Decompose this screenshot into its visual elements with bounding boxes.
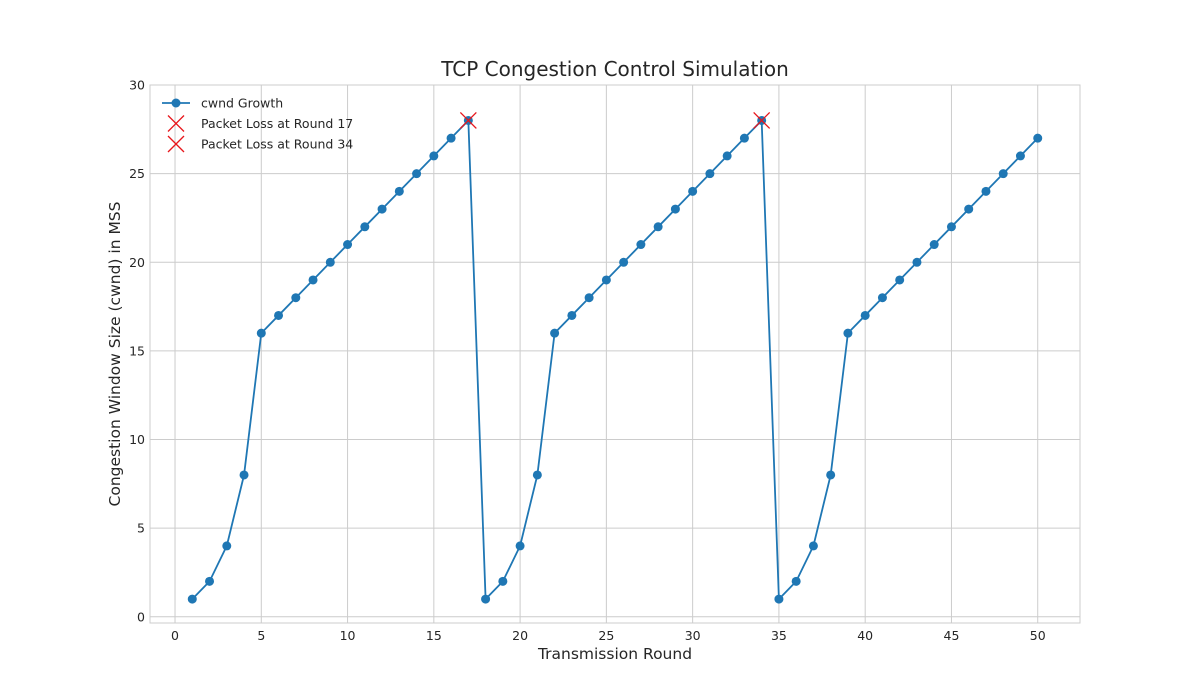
x-tick-label: 45 [944,628,960,643]
legend-label: cwnd Growth [201,96,283,111]
y-tick-label: 15 [129,343,145,358]
data-point [550,328,560,338]
x-tick-label: 50 [1030,628,1046,643]
data-point [981,186,991,196]
data-point [895,275,905,285]
packet-loss-marker [753,111,771,129]
data-point [739,133,749,143]
data-point [429,151,439,161]
data-point [636,240,646,250]
legend-label: Packet Loss at Round 34 [201,137,353,152]
data-point [860,310,870,320]
data-point [274,310,284,320]
legend-label: Packet Loss at Round 17 [201,116,353,131]
data-point [567,310,577,320]
data-point [205,576,215,586]
data-point [619,257,629,267]
y-tick-label: 0 [137,609,145,624]
y-tick-label: 30 [129,78,145,93]
y-tick-label: 5 [137,521,145,536]
data-point [584,293,594,303]
x-tick-label: 10 [340,628,356,643]
packet-loss-marker [459,111,477,129]
data-point [394,186,404,196]
data-point [791,576,801,586]
data-point [498,576,508,586]
data-point [412,169,422,179]
data-point [843,328,853,338]
data-point [722,151,732,161]
y-tick-label: 10 [129,432,145,447]
y-tick-label: 20 [129,255,145,270]
data-point [446,133,456,143]
x-tick-label: 35 [771,628,787,643]
series-line [191,119,1039,600]
data-point [308,275,318,285]
data-point [670,204,680,214]
data-point [481,594,491,604]
data-point [325,257,335,267]
data-point [360,222,370,232]
data-point [808,541,818,551]
data-point [222,541,232,551]
series-layer [187,115,1043,604]
data-point [688,186,698,196]
data-point [239,470,249,480]
data-point [1015,151,1025,161]
data-point [826,470,836,480]
y-axis-label: Congestion Window Size (cwnd) in MSS [106,202,124,507]
legend-entry: cwnd Growth [162,96,283,111]
x-tick-label: 15 [426,628,442,643]
x-axis-label: Transmission Round [537,645,692,663]
y-axis-ticks: 0 5 10 15 20 25 30 [129,78,145,625]
data-point [946,222,956,232]
x-tick-label: 40 [857,628,873,643]
data-point [774,594,784,604]
data-point [929,240,939,250]
data-point [532,470,542,480]
data-point [291,293,301,303]
data-point [877,293,887,303]
data-point [653,222,663,232]
data-point [515,541,525,551]
x-tick-label: 0 [171,628,179,643]
x-tick-label: 5 [257,628,265,643]
chart-title: TCP Congestion Control Simulation [440,57,789,81]
y-tick-label: 25 [129,166,145,181]
x-tick-label: 20 [512,628,528,643]
data-point [912,257,922,267]
loss-markers [459,111,771,129]
data-point [377,204,387,214]
data-point [705,169,715,179]
data-point [187,594,197,604]
data-point [256,328,266,338]
legend-entry: Packet Loss at Round 17 [167,115,353,132]
x-axis-ticks: 0 5 10 15 20 25 30 35 40 45 50 [171,628,1046,643]
x-tick-label: 30 [685,628,701,643]
data-point [601,275,611,285]
legend-entry: Packet Loss at Round 34 [167,135,353,153]
data-point [964,204,974,214]
x-tick-label: 25 [598,628,614,643]
data-point [1033,133,1043,143]
grid-lines [150,84,1080,623]
plot-area [149,84,1081,624]
data-point [343,240,353,250]
data-point [998,169,1008,179]
legend: cwnd Growth Packet Loss at Round 17 Packet… [162,96,353,153]
